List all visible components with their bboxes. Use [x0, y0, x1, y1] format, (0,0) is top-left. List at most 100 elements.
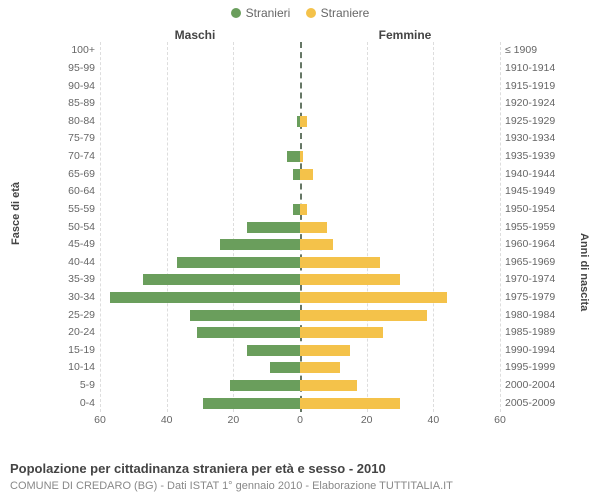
- pyramid-row: 70-741935-1939: [100, 150, 500, 163]
- bar-female: [300, 169, 313, 180]
- pyramid-row: 30-341975-1979: [100, 291, 500, 304]
- pyramid-row: 20-241985-1989: [100, 326, 500, 339]
- pyramid-row: 100+≤ 1909: [100, 44, 500, 57]
- pyramid-row: 55-591950-1954: [100, 203, 500, 216]
- pyramid-row: 35-391970-1974: [100, 273, 500, 286]
- pyramid-row: 25-291980-1984: [100, 309, 500, 322]
- legend-swatch-female: [306, 8, 316, 18]
- birth-year-label: 1920-1924: [505, 97, 575, 110]
- age-label: 80-84: [50, 115, 95, 128]
- bar-female: [300, 274, 400, 285]
- pyramid-row: 90-941915-1919: [100, 80, 500, 93]
- bar-male: [197, 327, 300, 338]
- bar-male: [247, 222, 300, 233]
- birth-year-label: 1975-1979: [505, 291, 575, 304]
- plot-area: 100+≤ 1909 95-991910-1914 90-941915-1919 85…: [100, 42, 500, 412]
- pyramid-row: 40-441965-1969: [100, 256, 500, 269]
- bar-male: [110, 292, 300, 303]
- age-label: 25-29: [50, 309, 95, 322]
- pyramid-row: 0-42005-2009: [100, 397, 500, 410]
- bar-male: [190, 310, 300, 321]
- age-label: 40-44: [50, 256, 95, 269]
- bar-male: [143, 274, 300, 285]
- bar-female: [300, 116, 307, 127]
- pyramid-row: 65-691940-1944: [100, 168, 500, 181]
- age-label: 100+: [50, 44, 95, 57]
- bar-male: [220, 239, 300, 250]
- caption-sub: COMUNE DI CREDARO (BG) - Dati ISTAT 1° g…: [10, 480, 453, 492]
- x-tick-label: 60: [94, 414, 106, 426]
- birth-year-label: 1990-1994: [505, 344, 575, 357]
- bar-female: [300, 222, 327, 233]
- bar-male: [293, 169, 300, 180]
- birth-year-label: 2000-2004: [505, 379, 575, 392]
- column-header-male: Maschi: [100, 28, 290, 42]
- birth-year-label: 1935-1939: [505, 150, 575, 163]
- age-label: 50-54: [50, 221, 95, 234]
- pyramid-row: 10-141995-1999: [100, 361, 500, 374]
- column-header-female: Femmine: [310, 28, 500, 42]
- x-tick-label: 40: [427, 414, 439, 426]
- bar-female: [300, 151, 303, 162]
- age-label: 75-79: [50, 132, 95, 145]
- birth-year-label: 2005-2009: [505, 397, 575, 410]
- bar-female: [300, 292, 447, 303]
- legend-item-male: Stranieri: [231, 6, 291, 20]
- chart-container: Stranieri Straniere Maschi Femmine Fasce…: [0, 0, 600, 500]
- age-label: 55-59: [50, 203, 95, 216]
- birth-year-label: 1985-1989: [505, 326, 575, 339]
- pyramid-row: 15-191990-1994: [100, 344, 500, 357]
- bar-female: [300, 204, 307, 215]
- grid-line: [500, 42, 501, 412]
- bar-female: [300, 310, 427, 321]
- bar-female: [300, 345, 350, 356]
- legend: Stranieri Straniere: [0, 6, 600, 21]
- legend-item-female: Straniere: [306, 6, 370, 20]
- birth-year-label: 1950-1954: [505, 203, 575, 216]
- bar-male: [293, 204, 300, 215]
- legend-label-female: Straniere: [321, 6, 370, 20]
- age-label: 95-99: [50, 62, 95, 75]
- age-label: 0-4: [50, 397, 95, 410]
- x-tick-label: 60: [494, 414, 506, 426]
- x-tick-label: 0: [297, 414, 303, 426]
- age-label: 30-34: [50, 291, 95, 304]
- pyramid-row: 95-991910-1914: [100, 62, 500, 75]
- bar-male: [230, 380, 300, 391]
- y-axis-title-right: Anni di nascita: [578, 233, 590, 245]
- birth-year-label: 1960-1964: [505, 238, 575, 251]
- pyramid-row: 80-841925-1929: [100, 115, 500, 128]
- bar-male: [177, 257, 300, 268]
- birth-year-label: 1915-1919: [505, 80, 575, 93]
- pyramid-row: 75-791930-1934: [100, 132, 500, 145]
- age-label: 15-19: [50, 344, 95, 357]
- legend-swatch-male: [231, 8, 241, 18]
- chart-area: 100+≤ 1909 95-991910-1914 90-941915-1919 85…: [55, 42, 545, 437]
- pyramid-row: 85-891920-1924: [100, 97, 500, 110]
- age-label: 20-24: [50, 326, 95, 339]
- age-label: 85-89: [50, 97, 95, 110]
- bar-female: [300, 362, 340, 373]
- birth-year-label: 1930-1934: [505, 132, 575, 145]
- pyramid-row: 60-641945-1949: [100, 185, 500, 198]
- bar-male: [287, 151, 300, 162]
- x-tick-label: 20: [361, 414, 373, 426]
- bar-female: [300, 398, 400, 409]
- y-axis-title-left: Fasce di età: [10, 233, 22, 245]
- caption-title: Popolazione per cittadinanza straniera p…: [10, 461, 386, 476]
- birth-year-label: ≤ 1909: [505, 44, 575, 57]
- bar-male: [270, 362, 300, 373]
- age-label: 60-64: [50, 185, 95, 198]
- age-label: 45-49: [50, 238, 95, 251]
- birth-year-label: 1910-1914: [505, 62, 575, 75]
- age-label: 5-9: [50, 379, 95, 392]
- birth-year-label: 1955-1959: [505, 221, 575, 234]
- birth-year-label: 1965-1969: [505, 256, 575, 269]
- pyramid-row: 5-92000-2004: [100, 379, 500, 392]
- age-label: 65-69: [50, 168, 95, 181]
- x-tick-label: 20: [227, 414, 239, 426]
- x-axis-ticks: 6040200204060: [100, 414, 500, 428]
- legend-label-male: Stranieri: [246, 6, 291, 20]
- bar-male: [203, 398, 300, 409]
- bar-female: [300, 327, 383, 338]
